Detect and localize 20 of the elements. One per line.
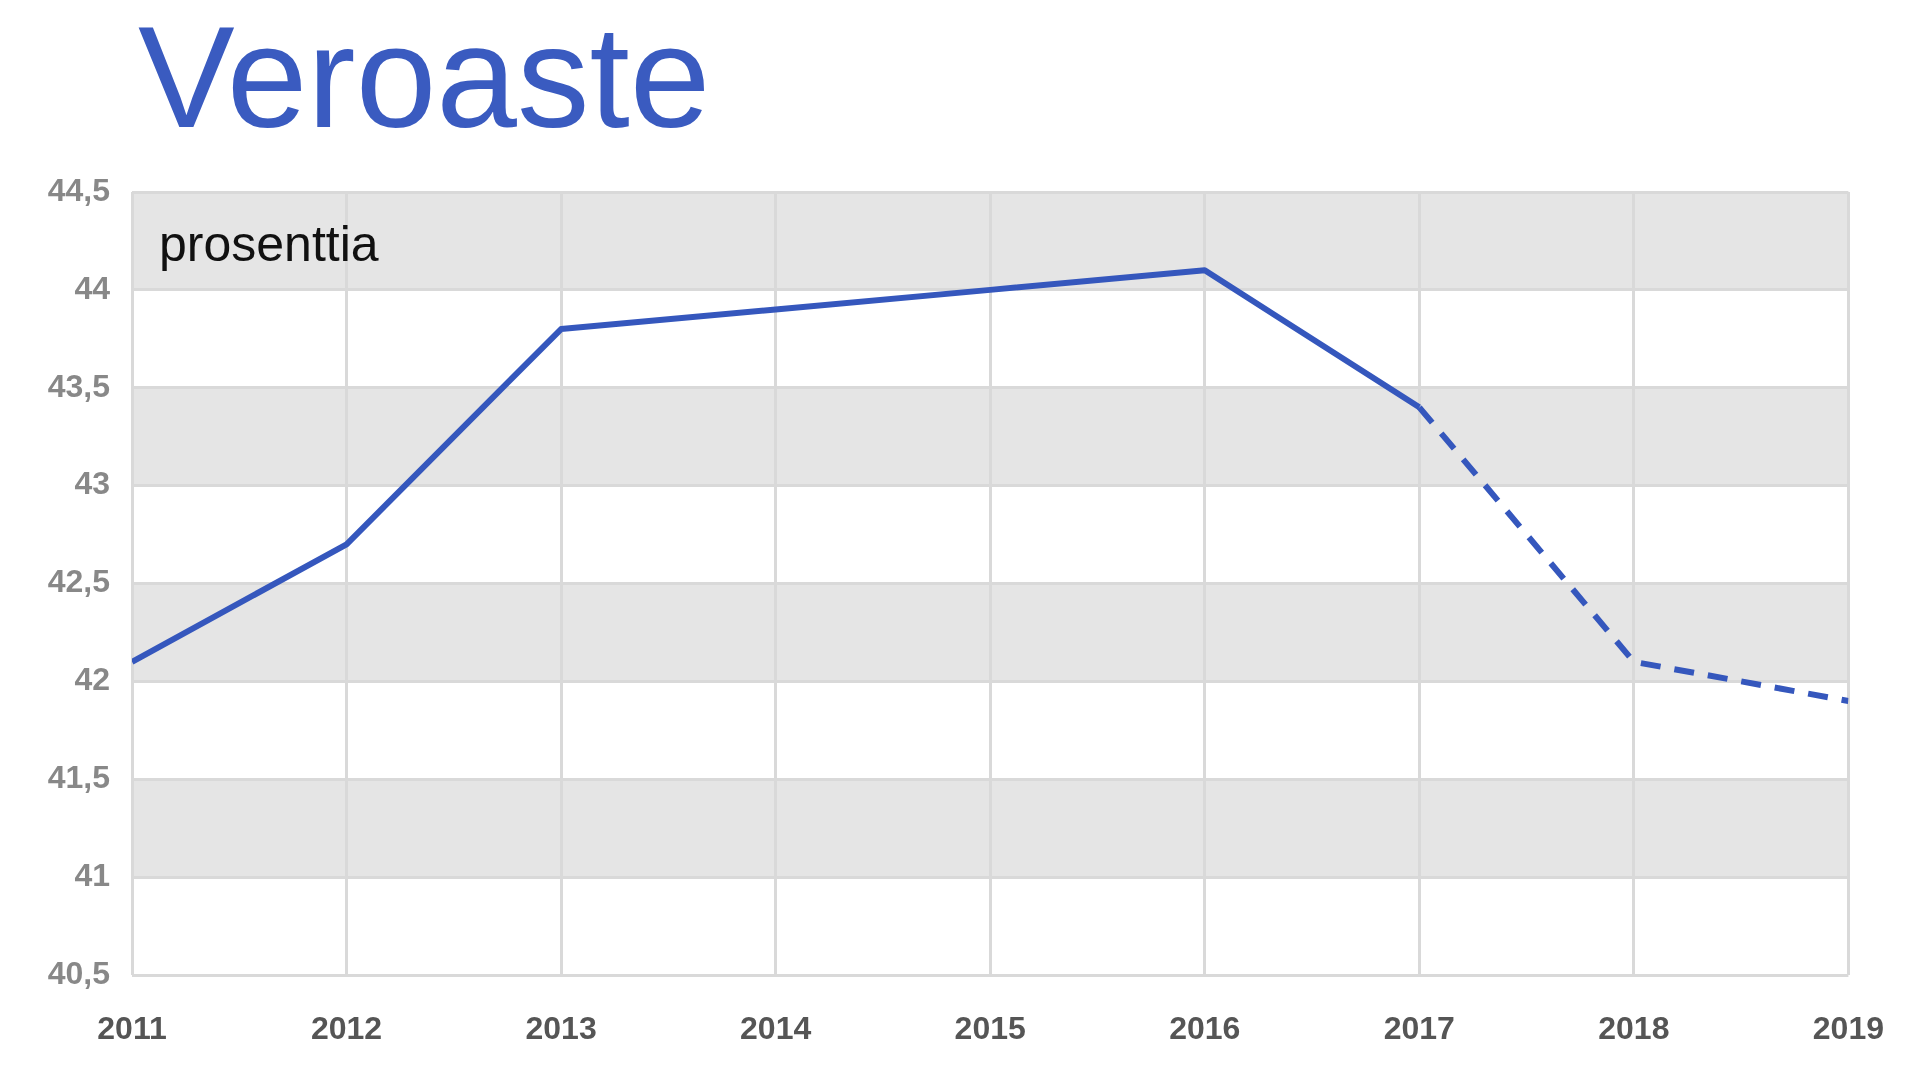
y-tick-label: 43,5 bbox=[47, 367, 110, 404]
y-tick-label: 42 bbox=[74, 661, 110, 698]
x-tick-label: 2017 bbox=[1383, 1010, 1455, 1047]
x-tick-label: 2018 bbox=[1598, 1010, 1670, 1047]
x-tick-label: 2015 bbox=[954, 1010, 1026, 1047]
y-tick-label: 40,5 bbox=[47, 954, 110, 991]
x-tick-label: 2012 bbox=[310, 1010, 383, 1047]
y-tick-label: 44 bbox=[74, 269, 111, 306]
y-tick-label: 43 bbox=[74, 465, 110, 502]
x-tick-label: 2019 bbox=[1812, 1010, 1884, 1047]
x-tick-label: 2013 bbox=[525, 1010, 597, 1047]
x-tick-label: 2016 bbox=[1169, 1010, 1241, 1047]
y-tick-label: 41 bbox=[74, 856, 110, 893]
y-tick-label: 44,5 bbox=[47, 171, 110, 208]
y-tick-label: 42,5 bbox=[47, 563, 110, 600]
y-tick-label: 41,5 bbox=[47, 759, 110, 796]
y-axis-title: prosenttia bbox=[159, 216, 379, 272]
x-tick-label: 2011 bbox=[97, 1010, 167, 1047]
chart-title: Veroaste bbox=[138, 0, 711, 158]
x-tick-label: 2014 bbox=[740, 1010, 812, 1047]
